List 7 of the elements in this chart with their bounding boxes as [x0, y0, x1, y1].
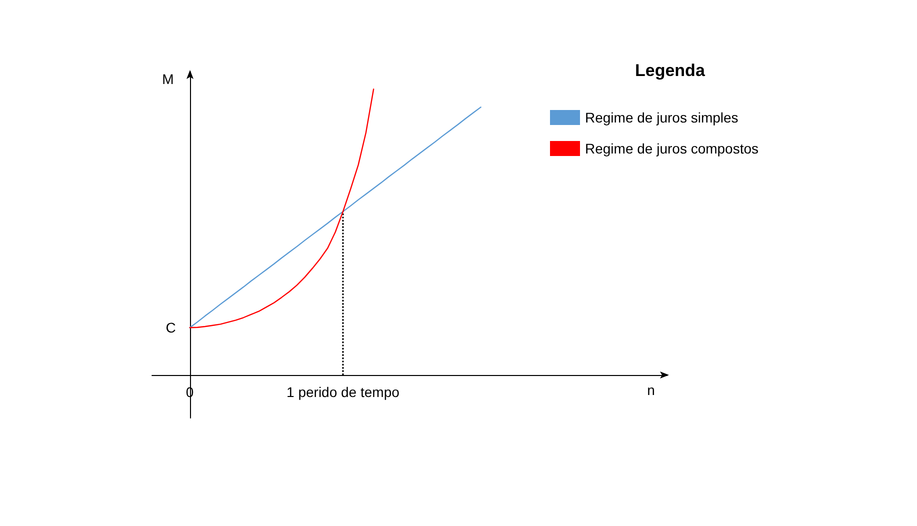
annotation: C [166, 320, 176, 336]
legend-label: Regime de juros simples [585, 110, 738, 126]
legend-label: Regime de juros compostos [585, 140, 759, 156]
text: n [647, 382, 655, 398]
y-axis-title: M [162, 71, 174, 87]
legend-title: Legenda [635, 61, 706, 80]
x-tick-label: 1 perido de tempo [286, 384, 400, 400]
